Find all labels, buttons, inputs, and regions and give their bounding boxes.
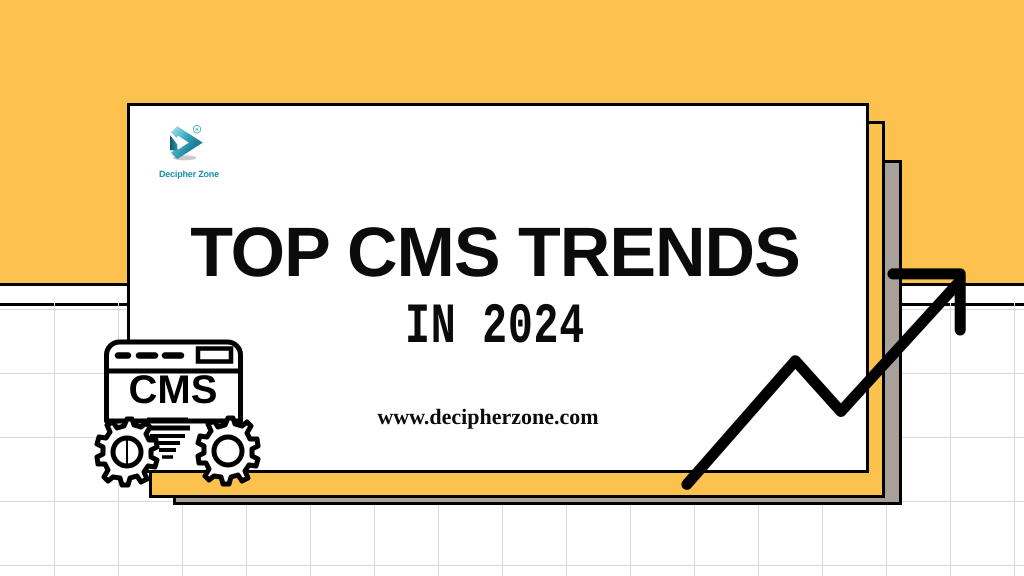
svg-text:CMS: CMS — [129, 368, 218, 412]
